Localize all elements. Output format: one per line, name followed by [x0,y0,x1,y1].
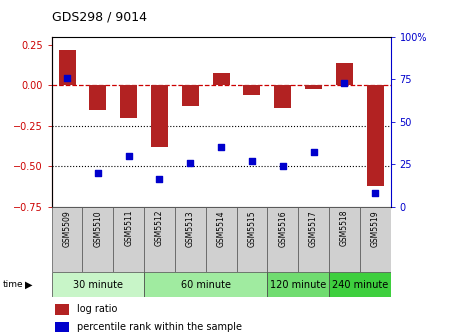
Bar [120,85,137,118]
Text: GDS298 / 9014: GDS298 / 9014 [52,10,147,24]
Bar [144,272,267,297]
Bar [213,73,229,85]
Bar [89,85,106,110]
Text: GSM5509: GSM5509 [62,210,71,247]
Text: GSM5513: GSM5513 [186,210,195,247]
Point [217,144,224,150]
Bar [274,85,291,108]
Bar [55,322,69,332]
Bar [151,85,168,147]
Bar [329,272,391,297]
Bar [182,85,199,107]
Bar [175,207,206,272]
Bar [144,207,175,272]
Point [187,160,194,165]
Bar [113,207,144,272]
Point [372,191,379,196]
Text: GSM5519: GSM5519 [371,210,380,247]
Bar [243,85,260,95]
Bar [267,207,298,272]
Bar [298,207,329,272]
Bar [367,85,384,185]
Text: GSM5518: GSM5518 [340,210,349,246]
Text: percentile rank within the sample: percentile rank within the sample [77,322,242,332]
Bar [58,50,75,85]
Bar [329,207,360,272]
Text: GSM5512: GSM5512 [155,210,164,246]
Text: 30 minute: 30 minute [73,280,123,290]
Text: GSM5517: GSM5517 [309,210,318,247]
Text: GSM5511: GSM5511 [124,210,133,246]
Text: time: time [2,280,23,289]
Point [63,75,70,80]
Text: 120 minute: 120 minute [270,280,326,290]
Text: 60 minute: 60 minute [181,280,231,290]
Text: ▶: ▶ [25,280,32,290]
Point [248,158,255,164]
Text: log ratio: log ratio [77,304,118,314]
Text: GSM5510: GSM5510 [93,210,102,247]
Point [94,170,101,175]
Bar [52,207,83,272]
Bar [237,207,267,272]
Point [156,177,163,182]
Text: GSM5515: GSM5515 [247,210,256,247]
Bar [83,207,113,272]
Point [125,153,132,159]
Point [341,80,348,85]
Bar [52,272,144,297]
Bar [336,63,353,85]
Point [279,163,286,169]
Bar [206,207,237,272]
Text: GSM5516: GSM5516 [278,210,287,247]
Bar [267,272,329,297]
Text: GSM5514: GSM5514 [216,210,226,247]
Bar [55,304,69,314]
Bar [360,207,391,272]
Bar [305,85,322,89]
Point [310,150,317,155]
Text: 240 minute: 240 minute [332,280,388,290]
